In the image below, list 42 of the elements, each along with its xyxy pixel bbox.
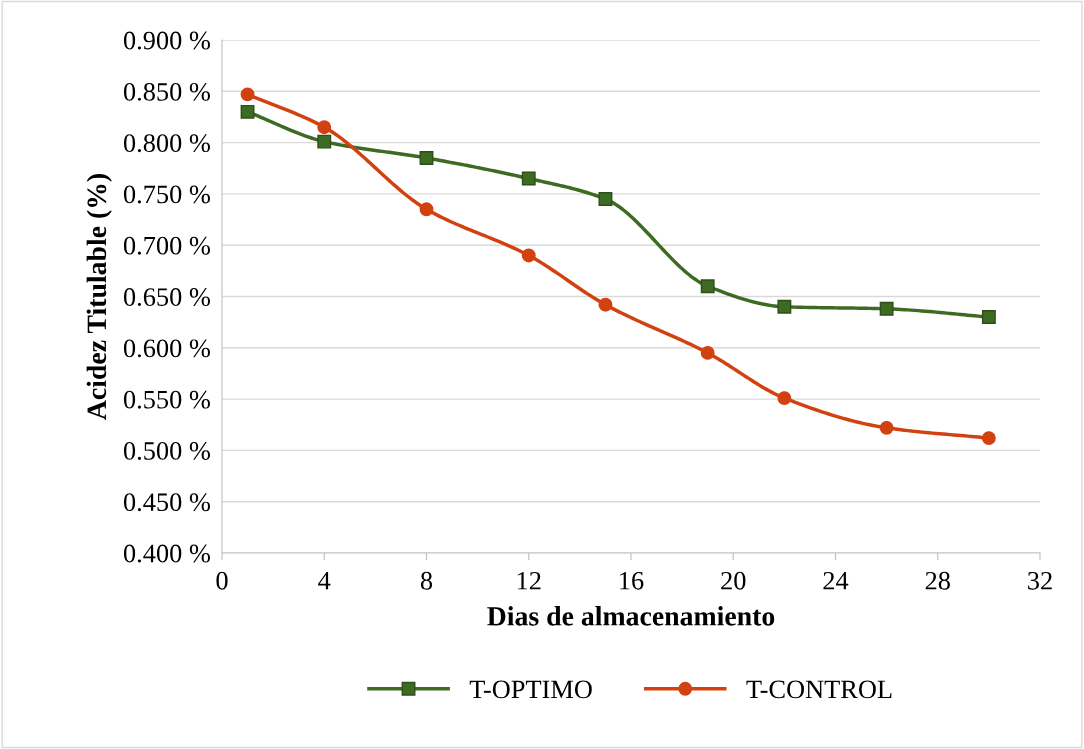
x-tick-label: 24 xyxy=(823,571,849,590)
point xyxy=(240,104,255,119)
point xyxy=(879,301,894,316)
point xyxy=(598,192,613,206)
point xyxy=(879,420,894,435)
point xyxy=(521,171,536,186)
x-axis-title: Dias de almacenamiento xyxy=(487,606,775,626)
point xyxy=(777,391,792,406)
y-tick-label: 0.850 % xyxy=(123,82,210,101)
y-tick-label: 0.650 % xyxy=(123,288,210,307)
point xyxy=(419,151,434,165)
legend-label: T-CONTROL xyxy=(746,680,892,699)
point xyxy=(981,310,996,324)
x-tick-label: 28 xyxy=(925,571,950,590)
x-tick-label: 20 xyxy=(721,571,746,590)
x-tick-label: 8 xyxy=(420,571,433,590)
point xyxy=(598,297,613,312)
x-tick-label: 16 xyxy=(620,571,644,590)
point xyxy=(240,87,255,102)
point xyxy=(700,279,715,294)
point xyxy=(317,120,332,135)
y-tick-label: 0.600 % xyxy=(123,339,210,358)
point xyxy=(317,134,332,149)
y-tick-label: 0.800 % xyxy=(123,134,210,153)
x-tick-label: 32 xyxy=(1028,571,1052,590)
y-axis-title: Acidez Titulable (%) xyxy=(86,173,112,420)
point xyxy=(419,202,434,217)
point xyxy=(521,248,536,263)
x-tick-label: 4 xyxy=(318,572,331,590)
point xyxy=(700,345,715,360)
y-tick-label: 0.500 % xyxy=(123,442,210,460)
y-tick-label: 0.700 % xyxy=(123,236,210,255)
y-tick-label: 0.450 % xyxy=(123,493,210,512)
point xyxy=(777,299,792,314)
point xyxy=(981,431,996,446)
y-tick-label: 0.400 % xyxy=(123,544,210,563)
legend-label: T-OPTIMO xyxy=(469,680,592,699)
x-tick-label: 12 xyxy=(517,571,541,590)
y-tick-label: 0.900 % xyxy=(123,31,210,50)
y-tick-label: 0.750 % xyxy=(123,185,210,204)
y-tick-label: 0.550 % xyxy=(123,390,210,409)
x-tick-label: 0 xyxy=(216,571,228,590)
